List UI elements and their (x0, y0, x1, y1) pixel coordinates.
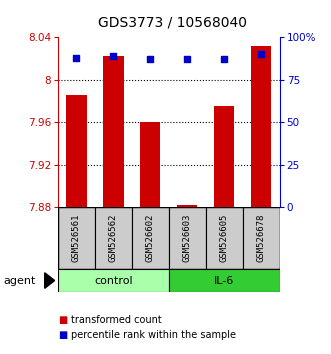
Bar (251, 46, 271, 207)
Bar (58, 269, 169, 292)
Polygon shape (45, 273, 55, 288)
Point (111, 53, 116, 59)
Bar (132, 207, 169, 269)
Bar (169, 269, 280, 292)
Text: transformed count: transformed count (71, 315, 162, 325)
Text: GSM526602: GSM526602 (146, 214, 155, 262)
Bar (243, 207, 280, 269)
Bar (169, 207, 206, 269)
Text: GSM526562: GSM526562 (109, 214, 118, 262)
Bar (58, 207, 95, 269)
Text: GDS3773 / 10568040: GDS3773 / 10568040 (98, 16, 247, 30)
Text: ■: ■ (58, 330, 67, 339)
Text: percentile rank within the sample: percentile rank within the sample (71, 330, 236, 339)
Bar (140, 122, 161, 207)
Text: GSM526678: GSM526678 (257, 214, 266, 262)
Point (221, 56, 227, 62)
Text: GSM526603: GSM526603 (183, 214, 192, 262)
Text: ■: ■ (58, 315, 67, 325)
Text: agent: agent (3, 275, 36, 286)
Bar (103, 56, 123, 207)
Point (259, 51, 264, 57)
Text: GSM526561: GSM526561 (72, 214, 81, 262)
Bar (66, 95, 87, 207)
Point (74, 55, 79, 61)
Point (185, 56, 190, 62)
Text: GSM526605: GSM526605 (220, 214, 229, 262)
Bar (214, 106, 234, 207)
Point (148, 56, 153, 62)
Bar (95, 207, 132, 269)
Bar (206, 207, 243, 269)
Bar (177, 205, 198, 207)
Text: control: control (94, 275, 133, 286)
Text: IL-6: IL-6 (214, 275, 234, 286)
